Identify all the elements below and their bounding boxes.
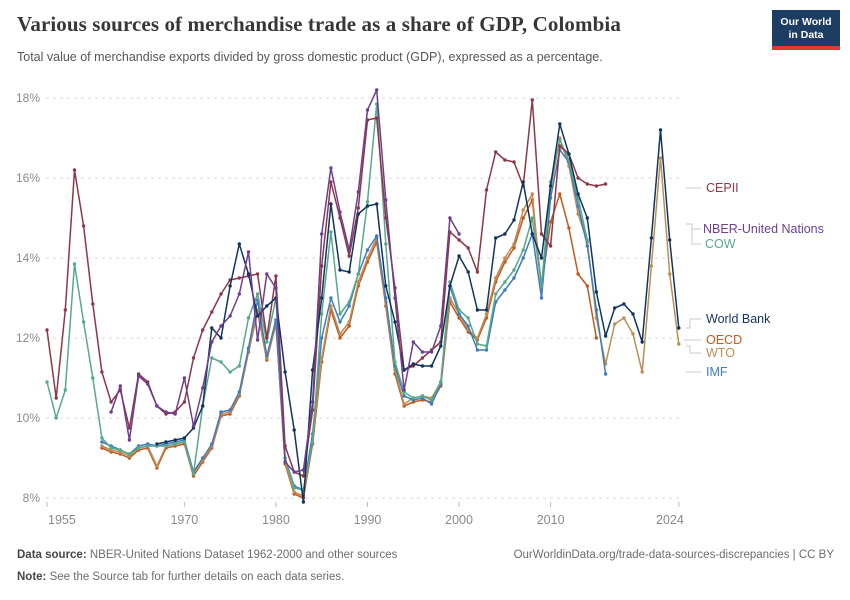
datasource-label: Data source: (17, 549, 87, 561)
series-cow[interactable] (45, 102, 589, 492)
legend-label-nber-united-nations[interactable]: NBER-United Nations (703, 222, 824, 236)
series-world-bank[interactable] (155, 122, 681, 504)
y-tick-label-12%: 12% (16, 331, 40, 345)
page-subtitle: Total value of merchandise exports divid… (17, 50, 603, 64)
x-tick-label-2000: 2000 (445, 513, 473, 527)
axis-labels: 8% 10% 12% 14% 16% 18% 1955 1970 1980 1990 2000 201… (16, 91, 684, 527)
y-tick-label-8%: 8% (23, 491, 41, 505)
series-cepii[interactable] (45, 98, 608, 478)
owid-logo-line2: in Data (788, 29, 824, 42)
legend-label-imf[interactable]: IMF (706, 365, 728, 379)
y-tick-label-16%: 16% (16, 171, 40, 185)
series-line-oecd[interactable] (101, 193, 598, 499)
legend-connector-lines (684, 187, 701, 373)
series-line-world-bank[interactable] (156, 123, 680, 503)
connector-wto (686, 345, 701, 354)
y-tick-label-18%: 18% (16, 91, 40, 105)
y-tick-label-14%: 14% (16, 251, 40, 265)
legend-label-cow[interactable]: COW (705, 237, 736, 251)
x-tick-label-2024: 2024 (656, 513, 684, 527)
legend-label-world-bank[interactable]: World Bank (706, 312, 771, 326)
legend-label-oecd[interactable]: OECD (706, 333, 743, 347)
x-tick-label-1980: 1980 (262, 513, 290, 527)
footer-note: Note: See the Source tab for further det… (17, 571, 344, 583)
series-lines (45, 88, 681, 504)
footer-link[interactable]: OurWorldinData.org/trade-data-sources-di… (513, 549, 834, 561)
legend-label-wto[interactable]: WTO (706, 346, 735, 360)
owid-logo-line1: Our World (780, 16, 832, 28)
gridlines (46, 97, 682, 499)
x-tick-label-2010: 2010 (537, 513, 565, 527)
legend-label-cepii[interactable]: CEPII (706, 181, 739, 195)
connector-world-bank (686, 318, 701, 329)
series-nber-united-nations[interactable] (109, 88, 461, 474)
datasource-text: NBER-United Nations Dataset 1962-2000 an… (86, 549, 398, 561)
connector-nber-cow (686, 223, 701, 245)
note-text: See the Source tab for further details o… (46, 571, 345, 583)
series-oecd[interactable] (100, 192, 599, 500)
series-line-nber-united-nations[interactable] (110, 89, 460, 473)
page-title: Various sources of merchandise trade as … (17, 12, 621, 36)
x-tick-label-1955: 1955 (48, 513, 76, 527)
chart-canvas[interactable]: 8% 10% 12% 14% 16% 18% 1955 1970 1980 1990 2000 201… (0, 0, 850, 543)
series-line-cepii[interactable] (46, 99, 607, 477)
x-tick-label-1970: 1970 (170, 513, 198, 527)
owid-logo[interactable]: Our World in Data (772, 10, 840, 50)
note-label: Note: (17, 571, 47, 583)
y-tick-label-10%: 10% (16, 411, 40, 425)
series-line-cow[interactable] (46, 103, 589, 491)
footer: Data source: NBER-United Nations Dataset… (0, 543, 850, 600)
footer-datasource: Data source: NBER-United Nations Dataset… (17, 549, 397, 561)
x-tick-label-1990: 1990 (354, 513, 382, 527)
